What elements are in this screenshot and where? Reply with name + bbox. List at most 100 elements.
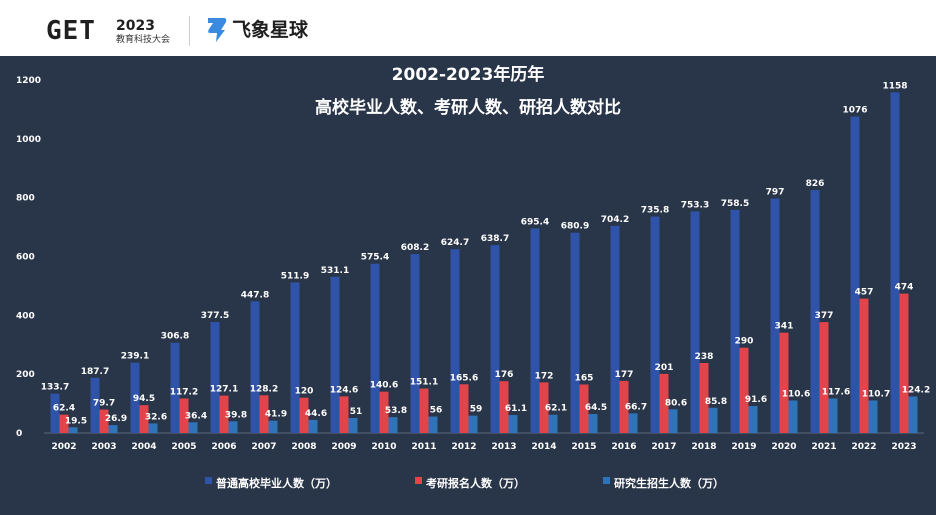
data-label: 140.6 — [370, 381, 398, 391]
data-label: 638.7 — [481, 234, 509, 244]
bar-enrollment — [348, 417, 358, 433]
x-tick-label: 2012 — [451, 442, 476, 452]
y-tick-label: 1200 — [16, 76, 41, 86]
bar-graduates — [330, 276, 340, 433]
x-tick-label: 2007 — [251, 442, 276, 452]
data-label: 62.1 — [545, 404, 567, 414]
bar-enrollment — [68, 427, 78, 433]
data-label: 80.6 — [665, 398, 687, 408]
y-tick-label: 200 — [16, 370, 35, 380]
x-tick-label: 2008 — [291, 442, 316, 452]
bar-graduates — [130, 362, 140, 433]
bar-graduates — [530, 228, 540, 433]
x-tick-label: 2023 — [891, 442, 916, 452]
bar-graduates — [490, 245, 500, 433]
bar-enrollment — [228, 421, 238, 433]
bar-enrollment — [188, 422, 198, 433]
x-tick-label: 2018 — [691, 442, 716, 452]
data-label: 1076 — [842, 105, 867, 115]
data-label: 187.7 — [81, 367, 109, 377]
bar-enrollment — [908, 396, 918, 433]
bar-exam-applicants — [179, 398, 189, 433]
data-label: 377 — [815, 311, 834, 321]
legend-swatch — [603, 477, 610, 484]
bar-exam-applicants — [859, 298, 869, 433]
data-label: 117.6 — [822, 387, 850, 397]
data-label: 128.2 — [250, 384, 278, 394]
data-label: 56 — [430, 406, 443, 416]
bar-graduates — [450, 249, 460, 433]
bar-graduates — [210, 321, 220, 433]
bar-exam-applicants — [339, 396, 349, 433]
data-label: 735.8 — [641, 206, 669, 216]
data-label: 177 — [615, 370, 634, 380]
data-label: 447.8 — [241, 290, 269, 300]
bar-exam-applicants — [579, 384, 589, 433]
bar-exam-applicants — [459, 384, 469, 433]
data-label: 306.8 — [161, 332, 189, 342]
bar-graduates — [570, 232, 580, 433]
bar-graduates — [370, 263, 380, 433]
bar-enrollment — [428, 416, 438, 433]
data-label: 575.4 — [361, 253, 389, 263]
bar-exam-applicants — [99, 409, 109, 433]
data-label: 695.4 — [521, 217, 549, 227]
bar-exam-applicants — [899, 293, 909, 433]
data-label: 124.6 — [330, 385, 358, 395]
data-label: 704.2 — [601, 215, 629, 225]
bar-enrollment — [508, 415, 518, 433]
x-tick-label: 2014 — [531, 442, 556, 452]
x-tick-label: 2021 — [811, 442, 836, 452]
header-bar: GET 2023 教育科技大会 飞象星球 — [0, 0, 936, 56]
data-label: 290 — [735, 337, 754, 347]
data-label: 36.4 — [185, 411, 207, 421]
data-label: 61.1 — [505, 404, 527, 414]
bar-exam-applicants — [299, 397, 309, 433]
data-label: 151.1 — [410, 378, 438, 388]
bar-exam-applicants — [499, 381, 509, 433]
y-tick-label: 600 — [16, 253, 35, 263]
data-label: 238 — [695, 352, 714, 362]
data-label: 201 — [655, 363, 674, 373]
data-label: 758.5 — [721, 199, 749, 209]
header-divider — [189, 16, 190, 46]
data-label: 1158 — [882, 81, 907, 91]
feixiang-brand-name: 飞象星球 — [232, 19, 309, 41]
x-tick-label: 2016 — [611, 442, 636, 452]
data-label: 172 — [535, 371, 554, 381]
get-conference-logo: GET 2023 教育科技大会 — [46, 14, 186, 48]
chart-panel: 2002-2023年历年 高校毕业人数、考研人数、研招人数对比 0 200 400 600… — [0, 56, 936, 515]
data-label: 120 — [295, 387, 314, 397]
data-label: 110.6 — [782, 389, 810, 399]
chart-subtitle: 高校毕业人数、考研人数、研招人数对比 — [315, 97, 621, 118]
data-label: 531.1 — [321, 266, 349, 276]
data-label: 608.2 — [401, 243, 429, 253]
bar-graduates — [850, 116, 860, 433]
bar-enrollment — [708, 407, 718, 433]
get-logo-year: 2023 — [116, 18, 155, 34]
bar-graduates — [90, 377, 100, 433]
bar-graduates — [770, 198, 780, 433]
bar-exam-applicants — [619, 380, 629, 433]
data-label: 51 — [350, 407, 363, 417]
bar-exam-applicants — [819, 322, 829, 433]
data-label: 826 — [806, 179, 825, 189]
x-tick-label: 2019 — [731, 442, 756, 452]
data-label: 511.9 — [281, 271, 309, 281]
legend-label: 考研报名人数（万） — [426, 476, 525, 490]
bar-enrollment — [748, 406, 758, 433]
legend-swatch — [415, 477, 422, 484]
bar-graduates — [250, 301, 260, 433]
x-tick-label: 2017 — [651, 442, 676, 452]
y-tick-label: 0 — [16, 429, 22, 439]
x-tick-label: 2015 — [571, 442, 596, 452]
x-tick-label: 2020 — [771, 442, 796, 452]
data-label: 110.7 — [862, 389, 890, 399]
data-label: 377.5 — [201, 311, 229, 321]
bar-enrollment — [868, 400, 878, 433]
x-tick-label: 2011 — [411, 442, 436, 452]
bar-graduates — [610, 225, 620, 433]
bar-enrollment — [628, 413, 638, 433]
data-label: 680.9 — [561, 222, 589, 232]
data-label: 94.5 — [133, 394, 155, 404]
